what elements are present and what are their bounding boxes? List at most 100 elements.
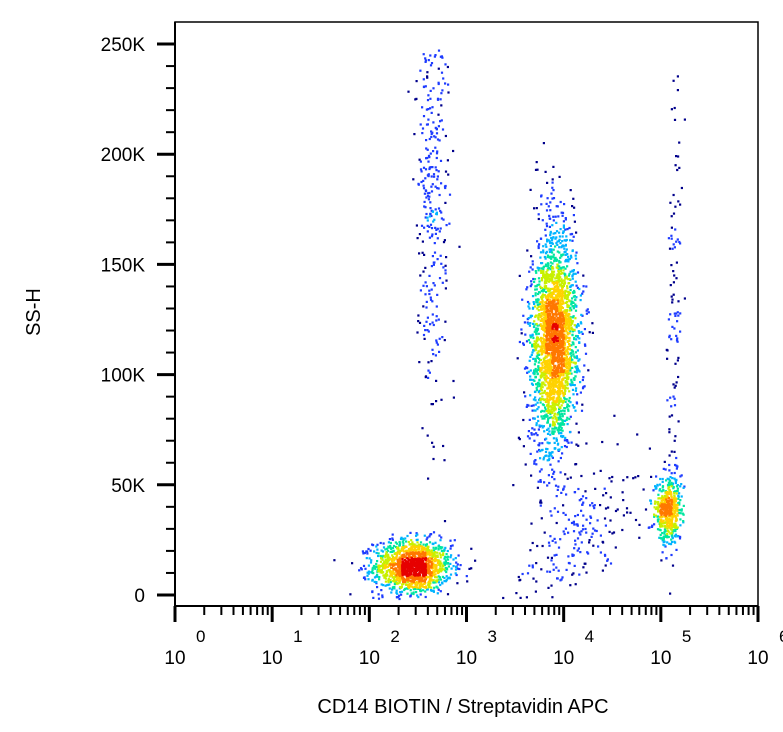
event-point (572, 377, 575, 380)
event-point (565, 317, 568, 320)
event-point (423, 534, 426, 537)
event-point (566, 327, 569, 330)
event-point (548, 360, 551, 363)
event-point (546, 294, 549, 297)
event-point (562, 530, 565, 533)
event-point (384, 556, 387, 559)
event-point (559, 392, 562, 396)
event-point (375, 551, 378, 555)
event-point (433, 251, 437, 254)
event-point (568, 348, 571, 351)
event-point (587, 311, 590, 314)
event-point (536, 307, 539, 310)
event-point (545, 320, 548, 323)
event-point (445, 556, 448, 559)
event-point (400, 593, 403, 596)
event-point (669, 592, 672, 595)
event-point (558, 376, 561, 379)
event-point (535, 332, 538, 335)
event-point (385, 570, 388, 573)
event-point (421, 132, 424, 135)
event-point (549, 301, 553, 305)
event-point (553, 430, 556, 433)
event-point (622, 499, 625, 502)
event-point (549, 230, 552, 233)
event-point (427, 154, 431, 157)
event-point (561, 409, 564, 412)
event-point (564, 338, 567, 341)
event-point (563, 485, 566, 488)
event-point (398, 561, 401, 564)
event-point (558, 332, 561, 335)
event-point (443, 459, 446, 462)
event-point (549, 393, 552, 396)
event-point (550, 250, 553, 253)
event-point (443, 520, 447, 523)
event-point (677, 420, 680, 423)
event-point (367, 578, 370, 581)
event-point (671, 564, 675, 567)
event-point (416, 578, 419, 581)
event-point (564, 381, 567, 384)
event-point (577, 487, 580, 491)
event-point (589, 516, 593, 519)
event-point (564, 276, 567, 279)
event-point (409, 531, 412, 534)
event-point (563, 439, 566, 442)
event-point (594, 487, 597, 490)
event-point (562, 341, 565, 344)
event-point (549, 333, 552, 336)
event-point (535, 314, 538, 317)
event-point (564, 314, 567, 318)
event-point (422, 562, 426, 565)
event-point (661, 505, 664, 508)
event-point (434, 126, 437, 129)
event-point (575, 369, 579, 372)
event-point (555, 258, 558, 261)
event-point (554, 323, 557, 326)
event-point (545, 209, 549, 212)
event-point (577, 444, 580, 447)
event-point (574, 515, 577, 518)
event-point (561, 401, 565, 404)
event-point (571, 277, 574, 280)
event-point (556, 488, 559, 491)
event-point (673, 534, 676, 538)
event-point (551, 178, 554, 181)
event-point (427, 361, 430, 364)
event-point (550, 318, 553, 321)
event-point (540, 194, 543, 197)
event-point (568, 337, 571, 340)
event-point (555, 303, 558, 306)
event-point (560, 326, 564, 329)
event-point (664, 526, 667, 529)
event-point (577, 323, 580, 326)
event-point (562, 374, 565, 377)
event-point (568, 320, 571, 323)
event-point (428, 167, 431, 171)
event-point (433, 551, 437, 554)
event-point (666, 541, 669, 544)
event-point (569, 285, 572, 288)
event-point (674, 435, 677, 438)
event-point (533, 409, 536, 412)
event-point (421, 545, 424, 548)
event-point (436, 562, 439, 565)
event-point (554, 296, 557, 299)
event-point (547, 331, 550, 334)
event-point (539, 401, 542, 404)
event-point (553, 407, 557, 410)
event-point (557, 239, 560, 243)
event-point (535, 432, 538, 435)
event-point (539, 358, 542, 362)
event-point (529, 549, 532, 552)
event-point (552, 347, 555, 350)
event-point (427, 575, 430, 578)
event-point (549, 241, 552, 245)
event-point (580, 409, 584, 412)
event-point (676, 507, 679, 510)
event-point (435, 319, 438, 322)
event-point (585, 312, 588, 315)
event-point (441, 567, 444, 570)
event-point (560, 211, 563, 214)
